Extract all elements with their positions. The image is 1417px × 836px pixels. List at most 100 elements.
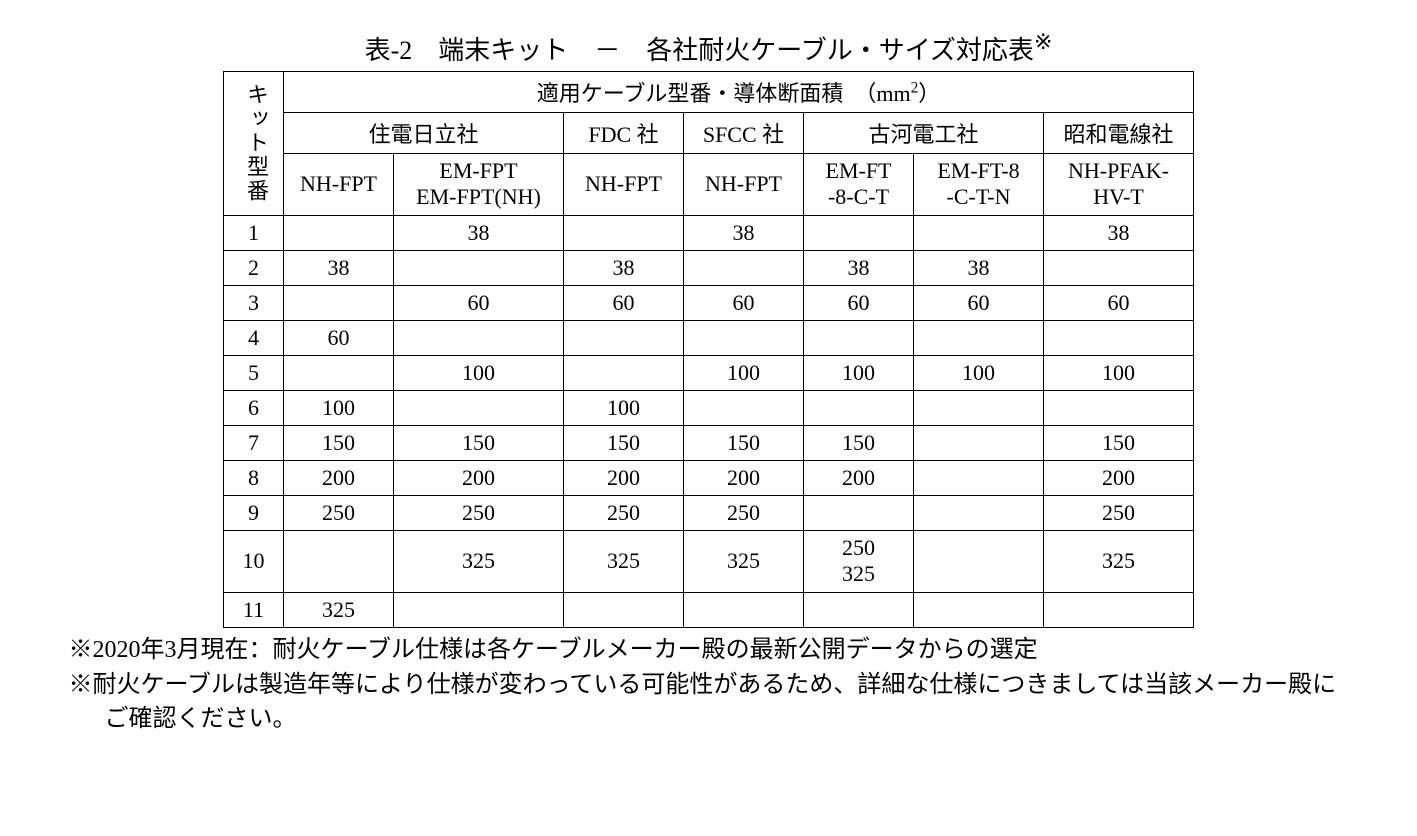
data-cell <box>394 390 564 425</box>
title-note-mark: ※ <box>1034 29 1052 54</box>
data-cell <box>284 355 394 390</box>
data-cell <box>564 215 684 250</box>
data-cell <box>684 390 804 425</box>
kit-number-cell: 7 <box>224 425 284 460</box>
data-cell: 250 <box>394 495 564 530</box>
kit-number-cell: 6 <box>224 390 284 425</box>
data-cell <box>284 215 394 250</box>
data-cell <box>804 390 914 425</box>
data-cell <box>284 530 394 592</box>
data-cell <box>914 320 1044 355</box>
data-cell: 250 <box>564 495 684 530</box>
header-col-d: NH-FPT <box>684 154 804 216</box>
data-cell: 100 <box>394 355 564 390</box>
footnote-2: ※耐火ケーブルは製造年等により仕様が変わっている可能性があるため、詳細な仕様につ… <box>69 669 1349 736</box>
data-cell: 150 <box>394 425 564 460</box>
data-cell: 60 <box>564 285 684 320</box>
header-group-before: 適用ケーブル型番・導体断面積 （mm <box>537 81 911 106</box>
data-cell <box>394 592 564 627</box>
data-cell <box>804 320 914 355</box>
data-cell: 325 <box>394 530 564 592</box>
footnotes: ※2020年3月現在：耐火ケーブル仕様は各ケーブルメーカー殿の最新公開データから… <box>69 634 1349 737</box>
data-cell: 38 <box>804 250 914 285</box>
data-cell: 38 <box>394 215 564 250</box>
data-cell: 250 325 <box>804 530 914 592</box>
data-cell <box>564 320 684 355</box>
table-row: 3606060606060 <box>224 285 1194 320</box>
data-cell <box>914 495 1044 530</box>
data-cell: 60 <box>684 285 804 320</box>
data-cell: 38 <box>684 215 804 250</box>
data-cell <box>914 592 1044 627</box>
data-cell <box>564 592 684 627</box>
data-cell <box>804 592 914 627</box>
kit-number-cell: 10 <box>224 530 284 592</box>
data-cell: 325 <box>564 530 684 592</box>
data-cell: 100 <box>684 355 804 390</box>
header-group-after: ） <box>918 81 940 106</box>
compatibility-table: キット型番 適用ケーブル型番・導体断面積 （mm2） 住電日立社 FDC 社 S… <box>223 71 1194 628</box>
data-cell: 60 <box>914 285 1044 320</box>
header-maker-furukawa: 古河電工社 <box>804 113 1044 154</box>
header-kit: キット型番 <box>224 72 284 216</box>
data-cell: 200 <box>394 460 564 495</box>
data-cell: 150 <box>284 425 394 460</box>
table-body: 1383838238383838360606060606046051001001… <box>224 215 1194 627</box>
data-cell: 200 <box>684 460 804 495</box>
table-row: 9250250250250250 <box>224 495 1194 530</box>
data-cell <box>684 320 804 355</box>
data-cell <box>804 215 914 250</box>
data-cell: 250 <box>684 495 804 530</box>
data-cell: 325 <box>684 530 804 592</box>
data-cell: 200 <box>804 460 914 495</box>
data-cell <box>1044 320 1194 355</box>
kit-number-cell: 5 <box>224 355 284 390</box>
data-cell: 100 <box>284 390 394 425</box>
data-cell: 250 <box>284 495 394 530</box>
kit-number-cell: 4 <box>224 320 284 355</box>
data-cell: 60 <box>284 320 394 355</box>
header-maker-sumiden: 住電日立社 <box>284 113 564 154</box>
data-cell <box>1044 592 1194 627</box>
data-cell <box>914 390 1044 425</box>
data-cell: 100 <box>804 355 914 390</box>
data-cell <box>394 250 564 285</box>
kit-number-cell: 8 <box>224 460 284 495</box>
data-cell <box>684 250 804 285</box>
table-row: 11325 <box>224 592 1194 627</box>
data-cell: 200 <box>564 460 684 495</box>
table-row: 238383838 <box>224 250 1194 285</box>
header-col-g: NH-PFAK- HV-T <box>1044 154 1194 216</box>
data-cell: 38 <box>1044 215 1194 250</box>
kit-number-cell: 9 <box>224 495 284 530</box>
header-col-c: NH-FPT <box>564 154 684 216</box>
data-cell <box>914 530 1044 592</box>
data-cell: 150 <box>804 425 914 460</box>
data-cell: 325 <box>284 592 394 627</box>
kit-number-cell: 1 <box>224 215 284 250</box>
data-cell: 38 <box>284 250 394 285</box>
data-cell <box>1044 250 1194 285</box>
data-cell <box>914 425 1044 460</box>
data-cell: 60 <box>394 285 564 320</box>
footnote-1: ※2020年3月現在：耐火ケーブル仕様は各ケーブルメーカー殿の最新公開データから… <box>69 634 1349 668</box>
data-cell: 38 <box>564 250 684 285</box>
data-cell: 38 <box>914 250 1044 285</box>
data-cell: 200 <box>1044 460 1194 495</box>
data-cell: 150 <box>1044 425 1194 460</box>
data-cell: 60 <box>804 285 914 320</box>
table-title: 表-2 端末キット － 各社耐火ケーブル・サイズ対応表※ <box>60 30 1357 67</box>
data-cell: 150 <box>564 425 684 460</box>
header-maker-showa: 昭和電線社 <box>1044 113 1194 154</box>
kit-number-cell: 2 <box>224 250 284 285</box>
header-col-b: EM-FPT EM-FPT(NH) <box>394 154 564 216</box>
data-cell <box>564 355 684 390</box>
table-row: 460 <box>224 320 1194 355</box>
table-row: 1 38 38 38 <box>224 215 1194 250</box>
table-row: 6100100 <box>224 390 1194 425</box>
data-cell <box>1044 390 1194 425</box>
data-cell <box>804 495 914 530</box>
header-col-a: NH-FPT <box>284 154 394 216</box>
header-col-e: EM-FT -8-C-T <box>804 154 914 216</box>
header-kit-label: キット型番 <box>232 83 272 203</box>
